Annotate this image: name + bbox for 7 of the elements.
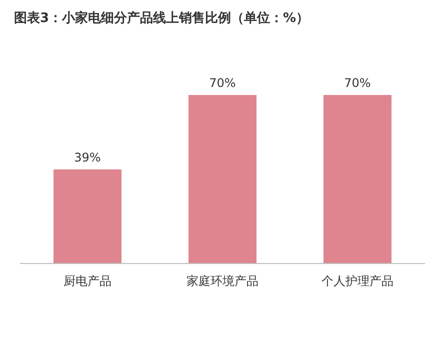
data-label: 70% (344, 76, 371, 90)
data-label: 39% (74, 150, 101, 164)
chart-title: 图表3：小家电细分产品线上销售比例（单位：%） (14, 10, 310, 26)
x-tick-label: 厨电产品 (64, 274, 112, 288)
data-label: 70% (209, 76, 236, 90)
x-tick-label: 个人护理产品 (322, 274, 394, 288)
x-tick-label: 家庭环境产品 (186, 274, 258, 288)
